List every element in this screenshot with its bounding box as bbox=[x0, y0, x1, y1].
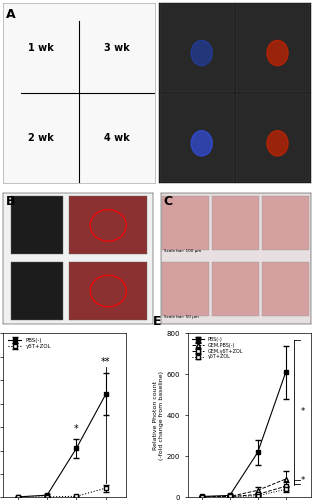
Text: Scale bar: 50 μm: Scale bar: 50 μm bbox=[164, 314, 199, 318]
Text: *: * bbox=[301, 476, 305, 484]
Text: 1 wk: 1 wk bbox=[28, 42, 54, 52]
Circle shape bbox=[267, 130, 288, 156]
Text: *: * bbox=[74, 424, 79, 434]
Bar bbox=[212, 196, 259, 250]
Text: 2 wk: 2 wk bbox=[28, 133, 54, 143]
Circle shape bbox=[267, 40, 288, 66]
Bar bbox=[262, 196, 309, 250]
Text: **: ** bbox=[101, 357, 111, 367]
Text: 4 wk: 4 wk bbox=[104, 133, 130, 143]
Bar bbox=[236, 4, 310, 92]
Bar bbox=[69, 196, 147, 254]
Bar bbox=[162, 196, 209, 250]
Circle shape bbox=[191, 40, 212, 66]
Text: C: C bbox=[164, 195, 173, 208]
Text: E: E bbox=[153, 315, 162, 328]
Y-axis label: Relative Photon count
(-fold change from baseline): Relative Photon count (-fold change from… bbox=[153, 371, 164, 460]
Text: A: A bbox=[6, 8, 16, 21]
Bar bbox=[11, 262, 63, 320]
Text: B: B bbox=[6, 195, 16, 208]
Bar bbox=[262, 262, 309, 316]
Bar bbox=[212, 262, 259, 316]
Bar bbox=[11, 196, 63, 254]
Text: Scale bar: 100 μm: Scale bar: 100 μm bbox=[164, 249, 201, 253]
Bar bbox=[160, 94, 234, 182]
Legend: PBS(-), GEM,PBS(-), GEM,γδT+ZOL, γδT+ZOL: PBS(-), GEM,PBS(-), GEM,γδT+ZOL, γδT+ZOL bbox=[190, 336, 245, 361]
Bar bbox=[69, 262, 147, 320]
Legend: PBS(-), γδT+ZOL: PBS(-), γδT+ZOL bbox=[6, 336, 53, 350]
Bar bbox=[236, 94, 310, 182]
Bar bbox=[160, 4, 234, 92]
Circle shape bbox=[191, 130, 212, 156]
Text: *: * bbox=[301, 408, 305, 416]
Text: 3 wk: 3 wk bbox=[104, 42, 130, 52]
Bar bbox=[162, 262, 209, 316]
